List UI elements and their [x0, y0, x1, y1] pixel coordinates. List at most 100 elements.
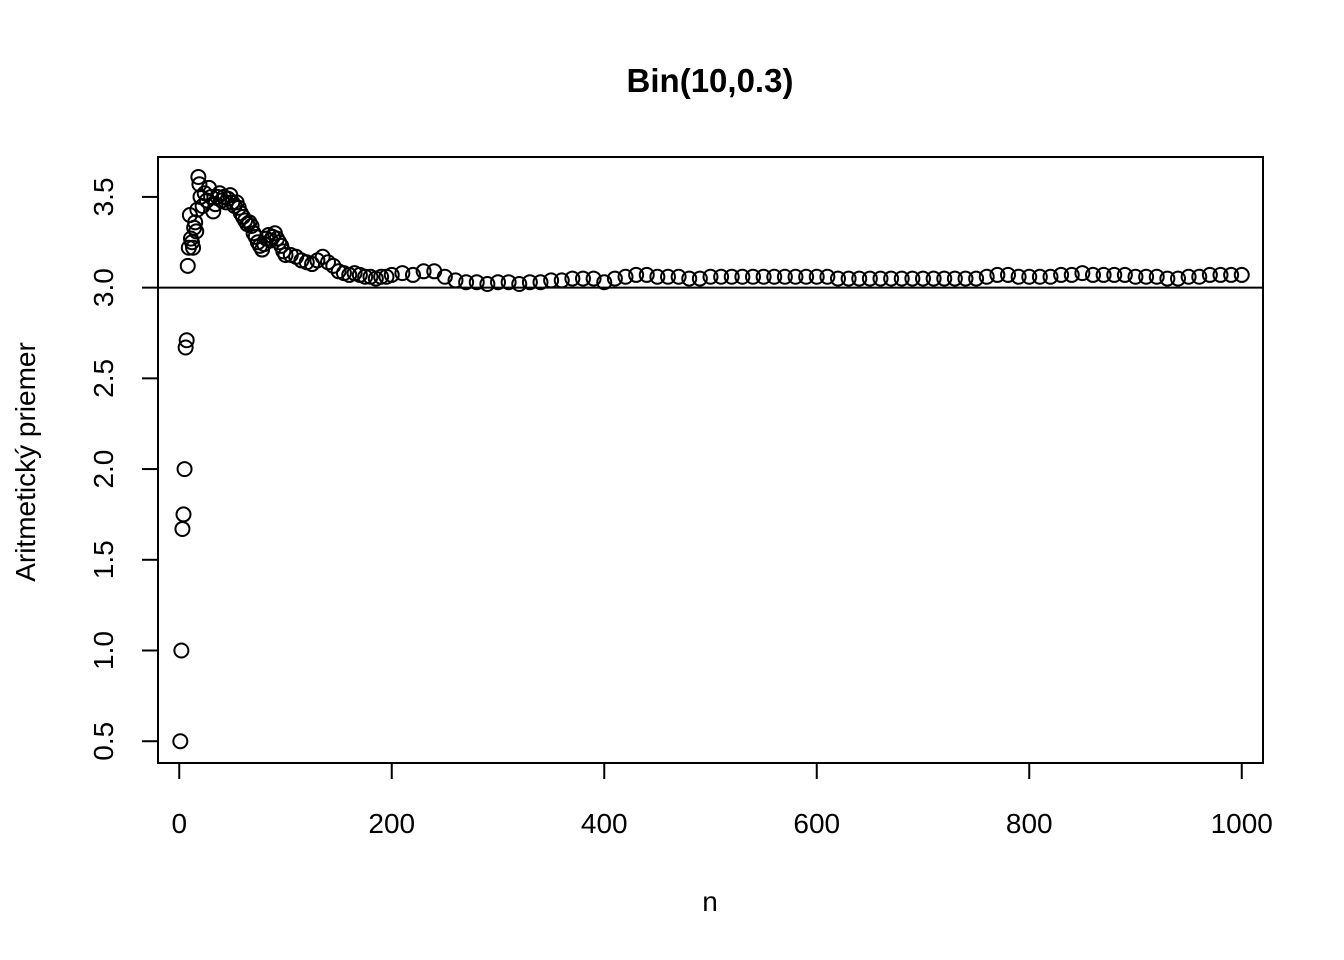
data-point — [176, 461, 193, 478]
data-point — [691, 270, 708, 287]
data-point — [1138, 268, 1155, 285]
data-point — [1053, 266, 1070, 283]
data-point — [617, 268, 634, 285]
data-point — [179, 257, 196, 274]
data-point — [681, 270, 698, 287]
data-point — [628, 266, 645, 283]
x-tick-label: 800 — [1006, 808, 1053, 839]
data-point — [178, 332, 195, 349]
data-point — [872, 270, 889, 287]
data-point — [830, 270, 846, 287]
data-point — [925, 270, 942, 287]
data-point — [564, 270, 581, 287]
data-point — [1095, 266, 1112, 283]
data-point — [968, 270, 985, 287]
data-point — [511, 276, 528, 293]
data-point — [861, 270, 878, 287]
data-point — [638, 266, 655, 283]
data-point — [188, 223, 205, 240]
data-point — [596, 274, 613, 291]
data-point — [936, 270, 953, 287]
chart-title: Bin(10,0.3) — [627, 62, 794, 99]
data-point — [989, 266, 1006, 283]
data-point — [357, 268, 374, 285]
data-point — [1010, 268, 1027, 285]
data-point — [723, 268, 740, 285]
y-tick-label: 2.0 — [88, 450, 119, 489]
data-point — [243, 217, 260, 234]
data-point — [1148, 268, 1165, 285]
data-point — [851, 270, 868, 287]
data-point — [840, 270, 857, 287]
data-point — [713, 268, 730, 285]
data-point — [606, 270, 623, 287]
data-point — [1085, 266, 1101, 283]
y-tick-label: 3.5 — [88, 177, 119, 216]
data-point — [957, 270, 974, 287]
data-point — [415, 263, 432, 280]
data-point — [173, 642, 190, 659]
y-axis: 0.5 1.0 1.5 2.0 2.5 3.0 3.5 — [88, 177, 159, 761]
data-point — [1180, 268, 1197, 285]
data-point — [745, 268, 761, 285]
data-point — [585, 270, 602, 287]
data-point — [177, 339, 194, 356]
data-point — [883, 270, 900, 287]
data-point — [1106, 266, 1123, 283]
data-point — [458, 274, 475, 291]
x-tick-label: 0 — [171, 808, 187, 839]
x-tick-label: 1000 — [1211, 808, 1273, 839]
data-point — [946, 270, 963, 287]
data-point — [1000, 266, 1016, 283]
data-point — [755, 268, 772, 285]
data-point — [490, 274, 506, 291]
data-point — [1233, 266, 1250, 283]
data-point — [185, 239, 202, 256]
data-point — [1116, 266, 1133, 283]
data-point — [1159, 270, 1176, 287]
data-point — [1191, 268, 1208, 285]
data-point — [174, 520, 191, 537]
data-point — [670, 268, 687, 285]
data-point — [468, 274, 485, 291]
y-axis-label: Aritmetický priemer — [10, 342, 41, 582]
data-point — [798, 268, 815, 285]
data-point — [1074, 265, 1091, 282]
data-point — [649, 268, 666, 285]
x-axis-label: n — [702, 886, 718, 917]
data-point — [575, 270, 591, 287]
data-point — [394, 265, 411, 282]
data-point — [172, 733, 189, 750]
data-point — [1212, 266, 1229, 283]
data-point — [1127, 268, 1144, 285]
data-point — [325, 257, 342, 274]
y-tick-label: 2.5 — [88, 359, 119, 398]
data-point — [500, 274, 517, 291]
data-point — [808, 268, 825, 285]
data-point — [383, 266, 400, 283]
data-point — [405, 266, 421, 283]
data-point — [1201, 266, 1218, 283]
data-point — [1042, 268, 1059, 285]
data-point — [893, 270, 910, 287]
data-point — [436, 268, 453, 285]
y-tick-label: 1.5 — [88, 540, 119, 579]
data-point — [1170, 270, 1186, 287]
data-point — [904, 270, 921, 287]
data-point — [787, 268, 804, 285]
data-point — [1021, 268, 1038, 285]
data-point — [660, 268, 676, 285]
data-point — [1031, 268, 1048, 285]
data-point — [915, 270, 931, 287]
data-point — [766, 268, 783, 285]
data-point — [190, 168, 207, 185]
data-point — [277, 246, 294, 263]
data-point — [776, 268, 793, 285]
plot-area — [157, 156, 1264, 764]
x-tick-label: 600 — [793, 808, 840, 839]
y-tick-label: 1.0 — [88, 631, 119, 670]
x-axis: 0 200 400 600 800 1000 — [171, 762, 1273, 839]
data-point — [191, 176, 208, 193]
plot-box — [157, 156, 1264, 764]
